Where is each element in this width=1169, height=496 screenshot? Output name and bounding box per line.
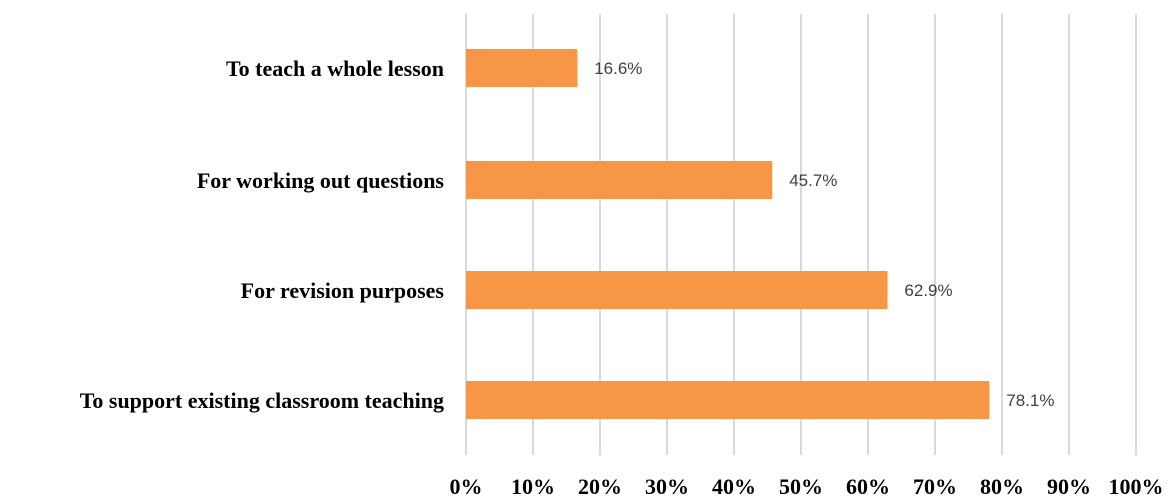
bar (466, 161, 773, 199)
grid-layer (465, 14, 1137, 455)
data-label: 78.1% (1006, 391, 1054, 410)
bars-layer (466, 49, 990, 419)
x-tick-label: 70% (913, 474, 957, 496)
x-tick-label: 40% (712, 474, 756, 496)
x-tick-label: 30% (645, 474, 689, 496)
x-tick-label: 20% (578, 474, 622, 496)
data-label: 16.6% (594, 59, 642, 78)
category-label: To support existing classroom teaching (80, 388, 444, 413)
x-tick-label: 100% (1109, 474, 1164, 496)
category-label: To teach a whole lesson (226, 56, 444, 81)
x-tick-label: 90% (1047, 474, 1091, 496)
x-tick-label: 60% (846, 474, 890, 496)
category-labels: To teach a whole lesson For working out q… (80, 56, 445, 413)
x-axis-tick-labels: 0% 10% 20% 30% 40% 50% 60% 70% 80% 90% 100% (450, 474, 1164, 496)
data-labels: 16.6% 45.7% 62.9% 78.1% (594, 59, 1054, 410)
x-tick-label: 80% (980, 474, 1024, 496)
x-tick-label: 50% (779, 474, 823, 496)
category-label: For working out questions (197, 168, 445, 193)
category-label: For revision purposes (241, 278, 445, 303)
bar (466, 49, 578, 87)
data-label: 62.9% (904, 281, 952, 300)
data-label: 45.7% (789, 171, 837, 190)
bar (466, 381, 990, 419)
x-tick-label: 0% (450, 474, 483, 496)
bar (466, 271, 888, 309)
x-tick-label: 10% (511, 474, 555, 496)
